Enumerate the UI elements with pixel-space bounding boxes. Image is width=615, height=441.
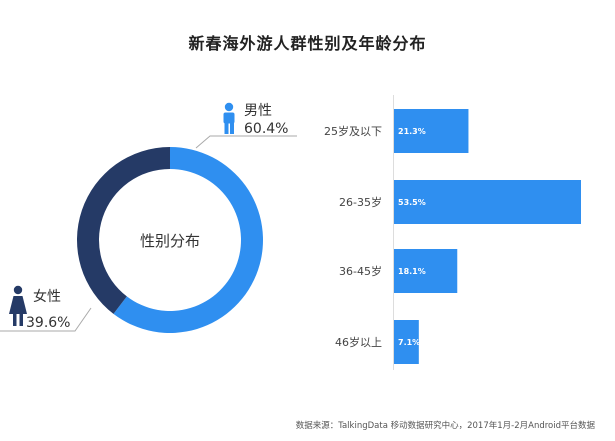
bar-value-label: 7.1% [398,338,420,347]
male-percent: 60.4% [244,121,288,137]
donut-center-label: 性别分布 [140,232,200,250]
female-person-icon [9,285,27,326]
male-leader-line [195,135,297,149]
bar-1 [394,109,469,153]
female-label: 女性 [33,288,61,305]
bar-category-label: 26-35岁 [339,195,382,209]
donut-slice-male [113,147,263,333]
bar-value-label: 21.3% [398,127,426,136]
bar-category-label: 46岁以上 [335,335,382,349]
bar-category-label: 36-45岁 [339,264,382,278]
bar-2 [394,180,581,224]
age-bar-chart: 25岁及以下 21.3% 26-35岁 53.5% 36-45岁 18.1% 46岁以上 7.… [324,95,581,370]
male-person-icon [223,102,235,134]
bar-value-label: 53.5% [398,198,426,207]
male-label: 男性 [244,103,272,119]
chart-title: 新春海外游人群性别及年龄分布 [188,34,427,53]
bar-value-label: 18.1% [398,267,426,276]
female-percent: 39.6% [26,315,70,331]
data-source-note: 数据来源：TalkingData 移动数据研究中心，2017年1月-2月Andr… [295,421,595,431]
donut-slice-female [77,147,170,314]
bar-category-label: 25岁及以下 [324,124,382,138]
bar-3 [394,249,458,293]
gender-donut-chart: 性别分布 男性 60.4% 女性 39.6% [0,102,297,333]
female-leader-line [0,307,92,332]
bar-4 [394,320,419,364]
